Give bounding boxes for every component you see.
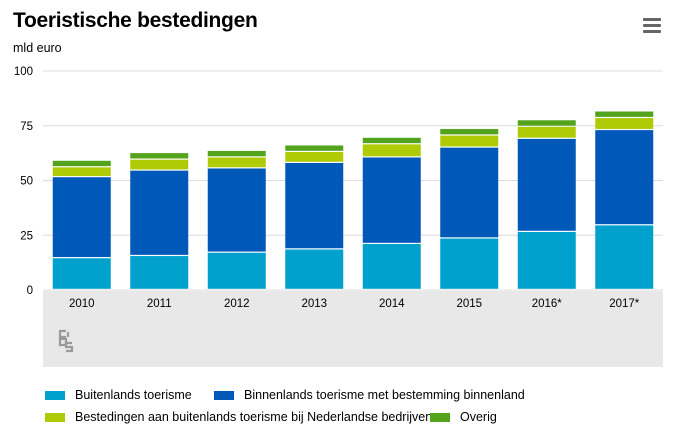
bar-segment[interactable] [207, 168, 266, 252]
x-tick-label: 2015 [456, 298, 482, 310]
legend-label: Overig [460, 410, 497, 424]
y-tick-label: 100 [14, 66, 33, 78]
bar-segment[interactable] [517, 138, 576, 231]
bar-segment[interactable] [595, 111, 654, 117]
hamburger-menu-icon[interactable] [643, 18, 661, 34]
bar-segment[interactable] [440, 147, 499, 238]
bar-segment[interactable] [362, 137, 421, 144]
x-tick-label: 2012 [224, 298, 250, 310]
legend-swatch [45, 390, 65, 400]
bar-segment[interactable] [517, 126, 576, 138]
y-tick-label: 0 [27, 285, 33, 297]
bar-segment[interactable] [52, 160, 111, 167]
chart-legend: Buitenlands toerisme Binnenlands toerism… [43, 388, 663, 434]
bar-segment[interactable] [207, 157, 266, 168]
legend-label: Binnenlands toerisme met bestemming binn… [244, 388, 525, 402]
legend-item-bestedingen[interactable]: Bestedingen aan buitenlands toerisme bij… [45, 410, 432, 424]
cbs-logo-icon [58, 329, 74, 353]
bar-segment[interactable] [595, 130, 654, 225]
bar-segment[interactable] [595, 118, 654, 129]
legend-item-binnenlands[interactable]: Binnenlands toerisme met bestemming binn… [214, 388, 525, 402]
bar-segment[interactable] [440, 129, 499, 135]
bar-segment[interactable] [130, 159, 189, 170]
x-tick-label: 2017* [609, 298, 640, 310]
bar-segment[interactable] [52, 177, 111, 258]
chart-title: Toeristische bestedingen [13, 9, 258, 32]
bar-segment[interactable] [440, 238, 499, 289]
y-tick-label: 25 [20, 230, 33, 242]
bar-segment[interactable] [517, 120, 576, 126]
x-tick-label: 2010 [69, 298, 95, 310]
x-tick-label: 2014 [379, 298, 405, 310]
y-tick-label: 75 [20, 121, 33, 133]
bar-segment[interactable] [595, 225, 654, 289]
legend-item-overig[interactable]: Overig [430, 410, 497, 424]
x-tick-label: 2011 [147, 298, 172, 310]
y-axis-unit-label: mld euro [13, 41, 62, 55]
x-axis-panel [43, 291, 663, 367]
bar-segment[interactable] [285, 249, 344, 289]
y-tick-label: 50 [20, 176, 33, 188]
bar-segment[interactable] [362, 144, 421, 157]
bar-segment[interactable] [130, 256, 189, 289]
bar-segment[interactable] [517, 231, 576, 289]
legend-swatch [45, 412, 65, 422]
legend-label: Bestedingen aan buitenlands toerisme bij… [75, 410, 433, 424]
bar-segment[interactable] [285, 145, 344, 151]
legend-swatch [430, 412, 450, 422]
legend-item-buitenlands[interactable]: Buitenlands toerisme [45, 388, 192, 402]
bar-segment[interactable] [285, 162, 344, 249]
bar-segment[interactable] [362, 244, 421, 289]
bar-segment[interactable] [285, 152, 344, 162]
legend-swatch [214, 390, 234, 400]
bar-segment[interactable] [52, 167, 111, 177]
x-tick-label: 2013 [301, 298, 327, 310]
bar-segment[interactable] [52, 258, 111, 289]
legend-label: Buitenlands toerisme [75, 388, 192, 402]
bar-segment[interactable] [130, 170, 189, 255]
bar-segment[interactable] [207, 252, 266, 289]
bar-segment[interactable] [440, 135, 499, 147]
x-tick-label: 2016* [532, 298, 563, 310]
bar-segment[interactable] [130, 153, 189, 159]
bar-segment[interactable] [362, 157, 421, 243]
bar-segment[interactable] [207, 150, 266, 157]
